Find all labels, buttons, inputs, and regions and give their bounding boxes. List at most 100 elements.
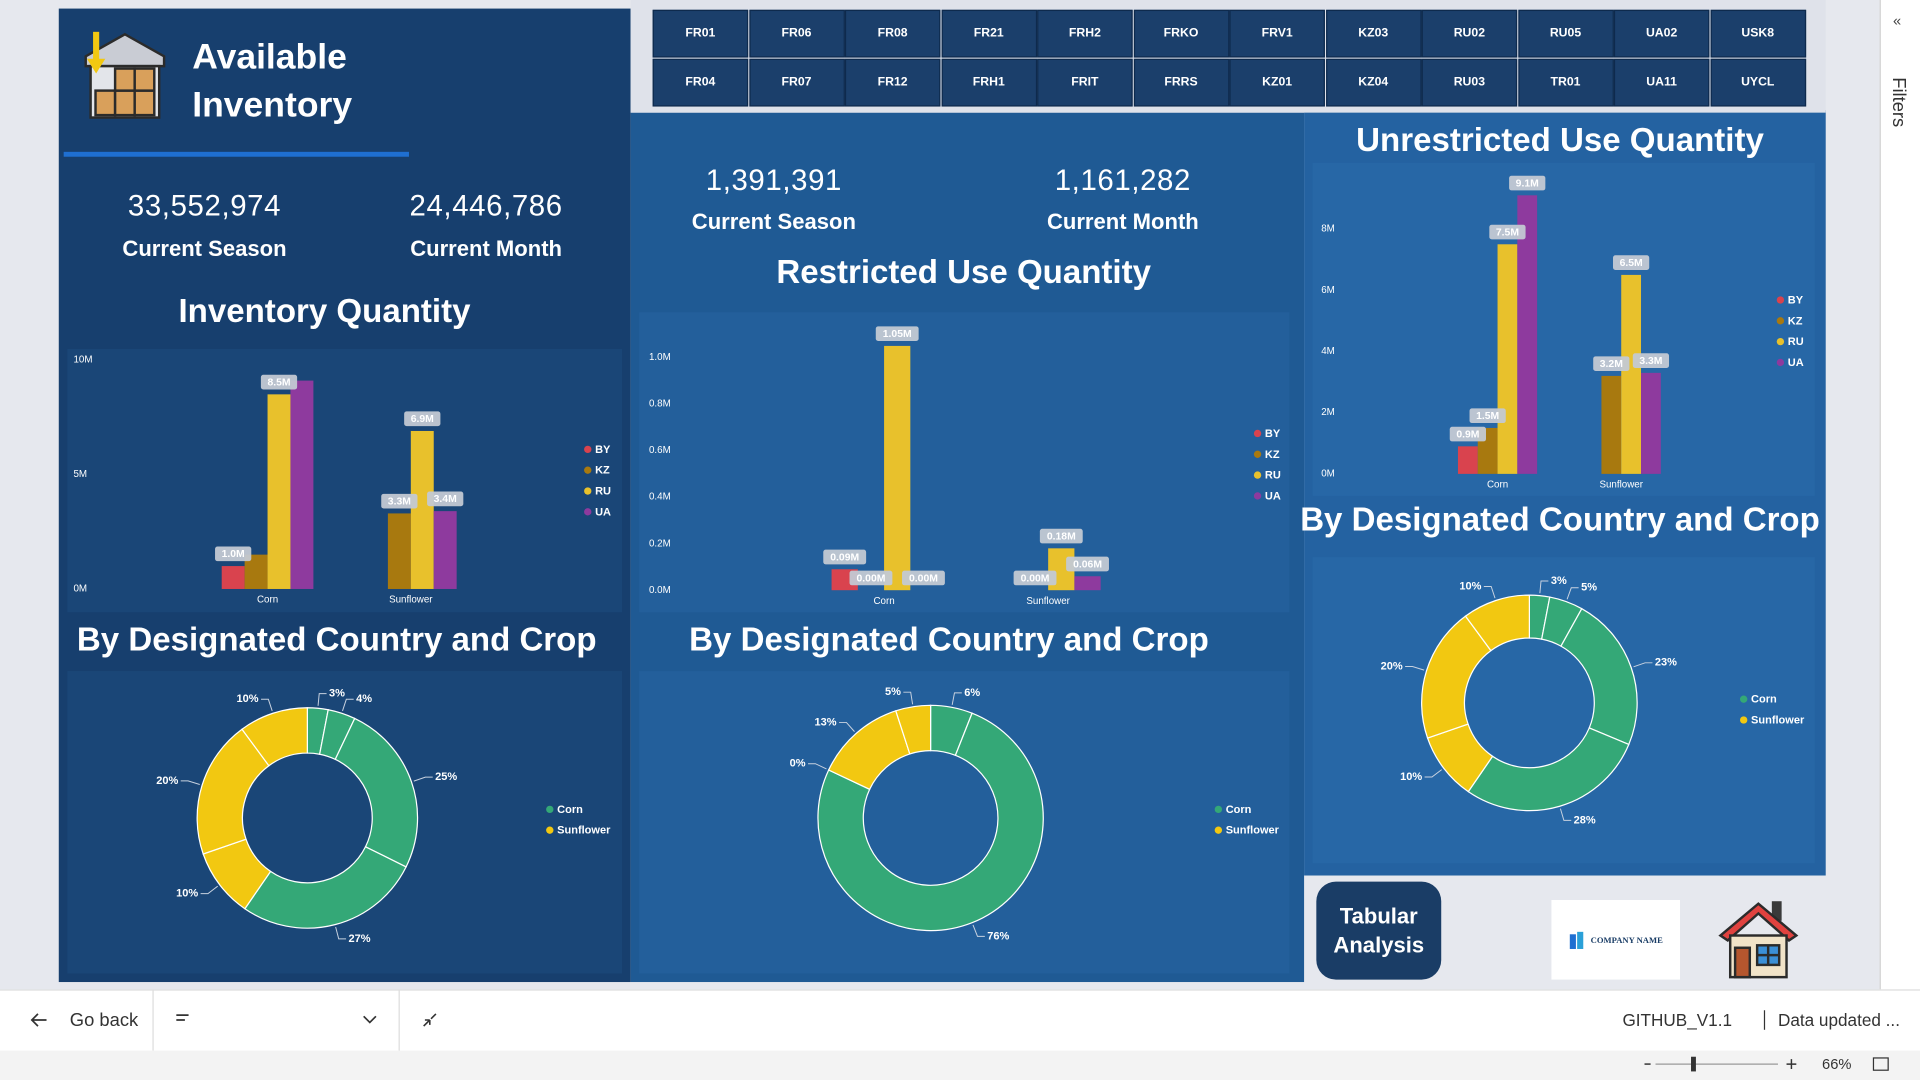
y-tick-label: 10M	[73, 355, 92, 366]
data-label: 6.9M	[411, 414, 434, 425]
plant-filter-button[interactable]: FRRS	[1133, 58, 1229, 107]
data-label-box	[823, 549, 867, 565]
data-label: 27%	[349, 933, 371, 945]
bar	[244, 554, 268, 589]
legend-marker	[546, 826, 554, 834]
x-tick-label: Sunflower	[389, 595, 433, 606]
legend-label: RU	[1788, 336, 1804, 348]
plant-filter-button[interactable]: RU05	[1517, 9, 1614, 58]
legend-label: KZ	[595, 465, 610, 477]
bar	[221, 566, 245, 589]
plant-filter-button[interactable]: UA02	[1613, 9, 1710, 58]
data-label-box	[1013, 570, 1057, 586]
data-label: 3.2M	[1600, 359, 1623, 370]
data-label: 9.1M	[1516, 178, 1539, 189]
plant-filter-button[interactable]: UA11	[1613, 58, 1710, 107]
bar	[1517, 195, 1538, 474]
plant-filter-button[interactable]: FRH2	[1037, 9, 1133, 58]
y-tick-label: 0.6M	[649, 445, 671, 456]
plant-filter-button[interactable]: KZ03	[1325, 9, 1422, 58]
data-label: 0.00M	[1021, 573, 1050, 584]
dropdown-arrow[interactable]	[363, 1015, 377, 1024]
kpi-value: 1,161,282	[1054, 164, 1191, 198]
y-tick-label: 0M	[1321, 468, 1335, 479]
bar	[1074, 576, 1101, 591]
filters-pane[interactable]: « Filters	[1879, 0, 1920, 990]
plant-filter-button[interactable]: FR08	[844, 9, 941, 58]
data-label: 3%	[1551, 575, 1567, 587]
plant-filter-button[interactable]: UYCL	[1710, 58, 1806, 107]
leader-line	[1405, 666, 1425, 671]
legend-marker	[1214, 826, 1223, 834]
data-label-box	[1593, 356, 1630, 372]
kpi-value: 24,446,786	[409, 189, 563, 223]
plant-filter-button[interactable]: FRV1	[1229, 9, 1325, 58]
data-label: 10%	[1459, 580, 1481, 592]
zoom-thumb[interactable]	[1691, 1056, 1696, 1072]
data-label-box	[1509, 175, 1546, 191]
chart-title: Unrestricted Use Quantity	[1356, 122, 1764, 159]
chart-card	[67, 348, 623, 613]
plant-filter-button[interactable]: KZ04	[1325, 58, 1422, 107]
home-icon[interactable]	[1718, 896, 1799, 982]
bar	[1497, 244, 1518, 474]
back-arrow[interactable]	[30, 1013, 47, 1027]
bar	[1621, 274, 1642, 474]
plant-filter-button[interactable]: FR12	[844, 58, 941, 107]
bar	[1457, 446, 1478, 474]
plant-filter-button[interactable]: FRKO	[1133, 9, 1229, 58]
legend-marker	[1253, 450, 1262, 458]
collapse-icon[interactable]: «	[1893, 12, 1902, 30]
plant-filter-button[interactable]: FR04	[652, 58, 749, 107]
chart-card	[1312, 162, 1815, 496]
bar	[433, 511, 457, 589]
legend-marker	[1776, 358, 1785, 367]
plant-filter-button[interactable]: FR01	[652, 9, 749, 58]
data-label: 13%	[815, 716, 837, 728]
plant-filter-button[interactable]: FRIT	[1037, 58, 1133, 107]
tabular-analysis-button[interactable]: Tabular Analysis	[1316, 881, 1442, 980]
y-tick-label: 0.0M	[649, 585, 671, 596]
data-label: 10%	[237, 693, 259, 705]
leader-line	[1566, 587, 1579, 600]
data-label-box	[1632, 353, 1670, 368]
plant-filter-button[interactable]: USK8	[1710, 9, 1806, 58]
plant-filter-button[interactable]: FRH1	[941, 58, 1037, 107]
fit-icon[interactable]	[423, 1013, 437, 1027]
data-label: 10%	[1400, 771, 1422, 783]
y-tick-label: 4M	[1321, 346, 1335, 357]
leader-line	[413, 776, 433, 782]
legend-label: RU	[595, 486, 611, 498]
company-name: COMPANY NAME	[1590, 934, 1663, 945]
data-label-box	[1066, 556, 1109, 572]
plant-filter-button[interactable]: KZ01	[1229, 58, 1325, 107]
plant-filter-button[interactable]: FR07	[748, 58, 845, 107]
data-label-box	[260, 374, 298, 390]
legend-marker	[1740, 695, 1748, 703]
legend-label: Sunflower	[557, 825, 611, 837]
legend-marker	[1214, 805, 1223, 814]
go-back[interactable]: Go back	[69, 1010, 139, 1032]
data-label: 0.09M	[830, 552, 859, 563]
title-underline	[63, 151, 409, 157]
donut-slice	[334, 717, 419, 868]
pages-icon[interactable]	[176, 1014, 189, 1021]
plant-filter-button[interactable]: RU02	[1421, 9, 1518, 58]
plant-filter-button[interactable]: FR06	[748, 9, 845, 58]
plant-filter-button[interactable]: RU03	[1421, 58, 1518, 107]
legend-label: UA	[595, 506, 611, 518]
leader-line	[1424, 769, 1442, 778]
donut-slice	[817, 712, 1044, 932]
plant-filter-button[interactable]: TR01	[1517, 58, 1614, 107]
x-tick-label: Sunflower	[1599, 479, 1643, 490]
kpi-label: Current Season	[691, 209, 856, 234]
fit-page-icon[interactable]	[1872, 1057, 1889, 1071]
data-label: 1.0M	[222, 549, 245, 560]
y-tick-label: 0.4M	[649, 492, 671, 503]
data-label: 5%	[1581, 582, 1597, 594]
data-label: 6.5M	[1620, 258, 1643, 269]
zoom-in[interactable]	[1786, 1059, 1797, 1069]
data-label-box	[902, 570, 945, 586]
plant-filter-button[interactable]: FR21	[941, 9, 1037, 58]
